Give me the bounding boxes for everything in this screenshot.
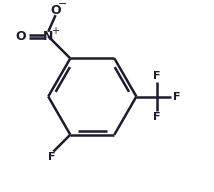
Text: O: O xyxy=(16,30,26,43)
Text: F: F xyxy=(153,112,160,122)
Text: +: + xyxy=(51,26,59,36)
Text: F: F xyxy=(173,92,181,102)
Text: F: F xyxy=(48,152,55,162)
Text: −: − xyxy=(58,0,68,9)
Text: F: F xyxy=(153,71,160,81)
Text: N: N xyxy=(43,30,54,43)
Text: O: O xyxy=(50,4,61,17)
